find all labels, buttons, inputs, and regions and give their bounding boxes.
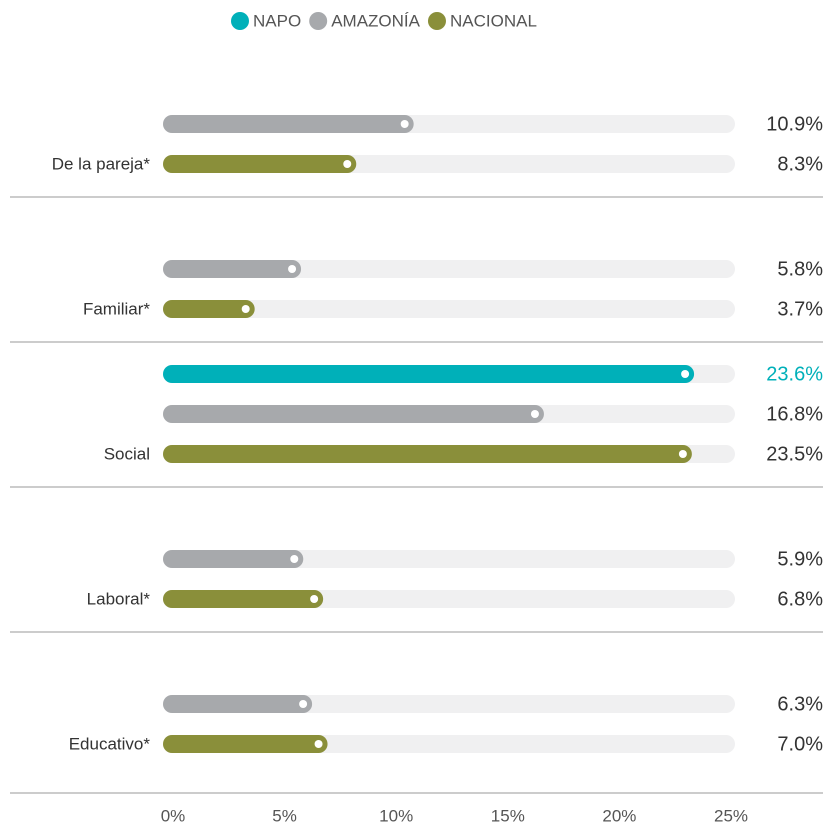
bar-end-dot (343, 160, 352, 168)
value-label: 6.3% (777, 693, 823, 715)
bar (163, 695, 313, 713)
value-label: 16.8% (766, 403, 823, 425)
category-label: Laboral* (87, 589, 151, 608)
bar (163, 115, 414, 133)
bar-end-dot (678, 450, 687, 458)
bar (163, 590, 324, 608)
category-label: Social (104, 444, 150, 463)
x-tick-label: 0% (161, 806, 186, 825)
bar (163, 365, 695, 383)
bar (163, 300, 255, 318)
legend-swatch (427, 12, 446, 30)
x-tick-label: 5% (272, 806, 297, 825)
value-label: 3.7% (777, 298, 823, 320)
legend-swatch (231, 12, 249, 30)
bar-end-dot (290, 555, 299, 563)
value-label: 8.3% (777, 153, 823, 175)
x-tick-label: 20% (602, 806, 636, 825)
bar (163, 155, 357, 173)
legend-swatch (309, 12, 328, 30)
value-label: 7.0% (777, 733, 823, 755)
value-label: 5.9% (777, 548, 823, 570)
bar-end-dot (241, 305, 250, 313)
bar-end-dot (310, 595, 319, 603)
bar (163, 405, 544, 423)
x-tick-label: 10% (379, 806, 413, 825)
value-label: 10.9% (766, 113, 823, 135)
category-label: Familiar* (83, 299, 150, 318)
bar-end-dot (314, 740, 323, 748)
value-label: 23.5% (766, 443, 823, 465)
x-tick-label: 25% (714, 806, 748, 825)
bar (163, 550, 304, 568)
x-tick-label: 15% (491, 806, 525, 825)
value-label: 23.6% (766, 363, 823, 385)
bar-end-dot (400, 120, 409, 128)
legend-label: NACIONAL (450, 11, 537, 30)
bar-track (163, 550, 735, 568)
bar-end-dot (288, 265, 297, 273)
category-label: De la pareja* (52, 154, 151, 173)
legend-label: NAPO (253, 11, 301, 30)
bar-end-dot (530, 410, 539, 418)
value-label: 5.8% (777, 258, 823, 280)
value-label: 6.8% (777, 588, 823, 610)
bar-track (163, 260, 735, 278)
bar (163, 445, 692, 463)
legend-label: AMAZONÍA (331, 11, 420, 30)
bar-end-dot (681, 370, 690, 378)
bar-track (163, 300, 735, 318)
bar-end-dot (299, 700, 308, 708)
category-label: Educativo* (69, 734, 151, 753)
bar (163, 735, 328, 753)
bar (163, 260, 302, 278)
